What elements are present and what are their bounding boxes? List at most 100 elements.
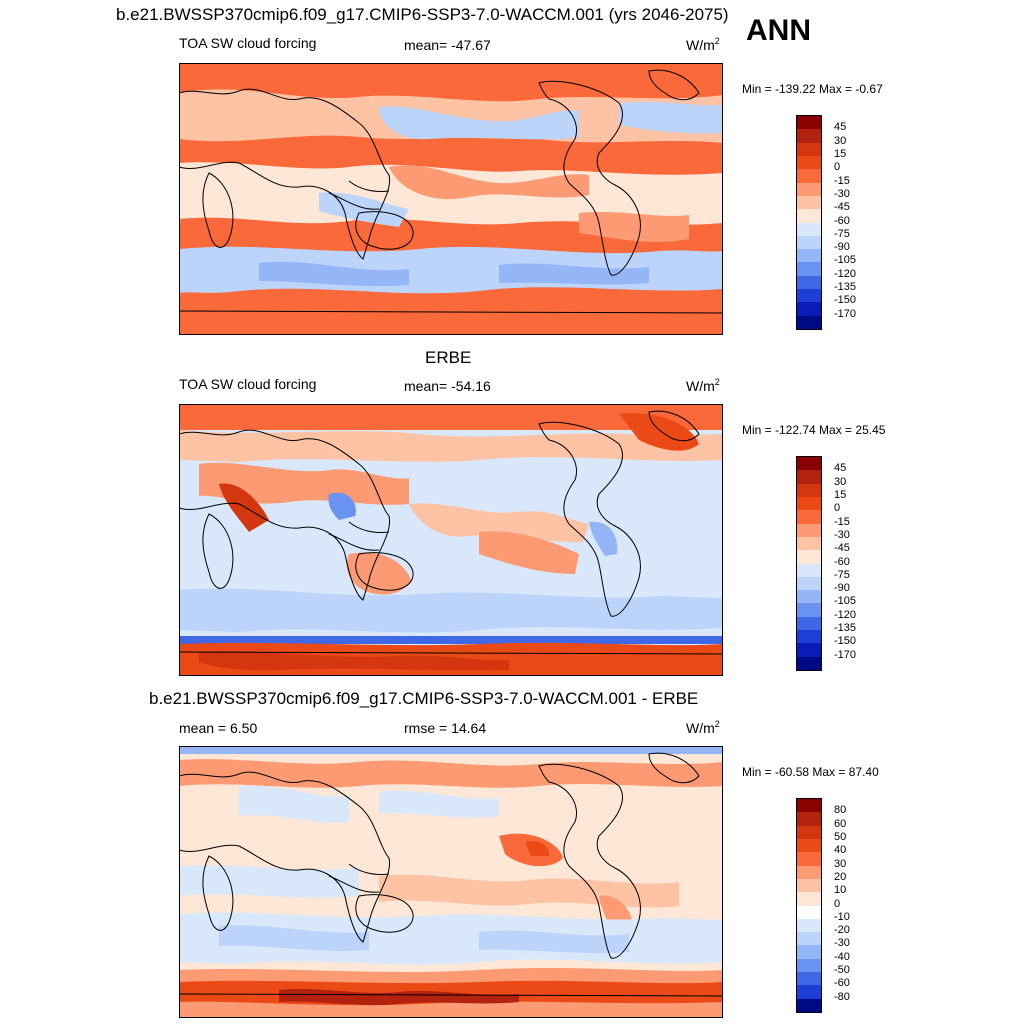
panel3-colorbar-tick-label: 10	[834, 884, 847, 897]
panel3-colorbar-tick-label: -60	[834, 977, 850, 990]
panel2-colorbar-tick-label: -30	[834, 528, 850, 541]
panel3-colorbar-tick-label: -10	[834, 910, 850, 923]
panel2-colorbar-swatch	[797, 576, 821, 591]
panel1-colorbar-swatch	[797, 222, 821, 236]
panel3-colorbar-tick-label: -20	[834, 924, 850, 937]
panel2-colorbar-swatch	[797, 483, 821, 497]
panel2-colorbar-tick-label: 45	[834, 462, 847, 475]
panel2-colorbar-swatch	[797, 643, 821, 657]
panel3-colorbar-tick-label: 60	[834, 817, 847, 830]
panel3-colorbar-tick-label: 30	[834, 857, 847, 870]
panel3-colorbar-swatch	[797, 825, 821, 839]
panel2-colorbar-tick-label: -15	[834, 515, 850, 528]
panel3-colorbar-swatch	[797, 905, 821, 919]
panel1-frame	[179, 63, 723, 335]
panel1-colorbar-tick-label: 15	[834, 147, 847, 160]
panel3-colorbar-swatch	[797, 865, 821, 879]
panel3-rmse-label: rmse = 14.64	[404, 720, 487, 736]
panel2-frame	[179, 404, 723, 676]
panel2-colorbar-swatch	[797, 563, 821, 577]
panel3-colorbar-swatches	[796, 798, 822, 1013]
panel1-colorbar-tick-label: -135	[834, 281, 857, 294]
panel3-title: b.e21.BWSSP370cmip6.f09_g17.CMIP6-SSP3-7…	[149, 689, 699, 708]
panel1-coastlines	[179, 69, 723, 314]
panel1-colorbar-tick-label: 0	[834, 161, 841, 174]
panel2-colorbar-swatch	[797, 470, 821, 484]
panel1-mean-label: mean= -47.67	[404, 37, 491, 53]
panel3-colorbar-tick-label: -50	[834, 964, 850, 977]
panel1-colorbar-swatch	[797, 182, 821, 196]
panel1-colorbar-swatch	[797, 275, 821, 290]
panel3-colorbar-swatch	[797, 985, 821, 999]
panel2-colorbar-tick-label: -135	[834, 622, 857, 635]
panel1-colorbar-swatch	[797, 249, 821, 263]
panel1-colorbar-swatch	[797, 129, 821, 143]
panel3-colorbar-swatch	[797, 838, 821, 853]
panel1-colorbar-swatch	[797, 195, 821, 210]
panel1-colorbar-swatch	[797, 116, 821, 130]
panel2-coastlines	[179, 410, 723, 655]
panel2-colorbar-swatch	[797, 590, 821, 604]
season-label: ANN	[746, 14, 811, 47]
panel3-units: W/m2	[686, 719, 720, 736]
panel1-map	[179, 63, 723, 335]
panel1-colorbar-swatch	[797, 169, 821, 183]
panel2-colorbar-tick-label: -120	[834, 608, 857, 621]
panel3-colorbar-swatch	[797, 852, 821, 866]
panel2-colorbar-swatch	[797, 656, 821, 670]
panel1-colorbar-swatch	[797, 315, 821, 329]
panel2-colorbar-tick-label: -45	[834, 542, 850, 555]
panel3-colorbar-swatch	[797, 932, 821, 946]
panel2-colorbar-tick-label: 15	[834, 488, 847, 501]
panel2-colorbar-swatch	[797, 523, 821, 537]
panel1-colorbar-tick-label: -75	[834, 227, 850, 240]
panel2-colorbar-swatch	[797, 616, 821, 631]
panel2-variable-label: TOA SW cloud forcing	[179, 376, 317, 392]
panel1-colorbar-swatch	[797, 209, 821, 223]
panel2-colorbar-swatch	[797, 630, 821, 644]
panel1-colorbar-tick-label: -90	[834, 241, 850, 254]
panel2-colorbar-tick-label: -150	[834, 635, 857, 648]
panel3-colorbar-tick-label: -80	[834, 990, 850, 1003]
panel2-colorbar-tick-label: -170	[834, 648, 857, 661]
panel3-colorbar-tick-label: 50	[834, 830, 847, 843]
panel1-colorbar-swatch	[797, 235, 821, 250]
panel1-variable-label: TOA SW cloud forcing	[179, 35, 317, 51]
panel2-colorbar-swatches	[796, 456, 822, 671]
panel3-colorbar-swatch	[797, 972, 821, 986]
panel2-colorbar-swatch	[797, 536, 821, 551]
panel1-colorbar-swatches	[796, 115, 822, 330]
panel1-colorbar-swatch	[797, 155, 821, 170]
panel2-title: ERBE	[425, 348, 472, 367]
panel2-colorbar-swatch	[797, 550, 821, 564]
panel1-colorbar-swatch	[797, 262, 821, 276]
panel3-mean-label: mean = 6.50	[179, 720, 258, 736]
panel2-colorbar-swatch	[797, 510, 821, 524]
panel3-colorbar-swatch	[797, 958, 821, 973]
panel2-colorbar-swatch	[797, 457, 821, 471]
panel1-colorbar-tick-label: -105	[834, 254, 857, 267]
main-title: b.e21.BWSSP370cmip6.f09_g17.CMIP6-SSP3-7…	[116, 5, 729, 24]
panel3-colorbar-swatch	[797, 799, 821, 813]
panel1-colorbar-tick-label: -60	[834, 214, 850, 227]
panel2-field	[179, 404, 723, 676]
panel3-colorbar-tick-label: 40	[834, 844, 847, 857]
panel3-colorbar-tick-label: -30	[834, 937, 850, 950]
panel3-colorbar-swatch	[797, 892, 821, 906]
panel1-colorbar-swatch	[797, 142, 821, 156]
panel2-colorbar-tick-label: -75	[834, 568, 850, 581]
panel3-minmax: Min = -60.58 Max = 87.40	[742, 765, 879, 779]
panel3-colorbar-swatch	[797, 878, 821, 893]
panel3-colorbar-swatch	[797, 945, 821, 959]
panel3-colorbar-swatch	[797, 918, 821, 933]
panel3-field	[179, 746, 723, 1018]
panel2-colorbar-swatch	[797, 496, 821, 511]
panel1-colorbar-tick-label: -150	[834, 294, 857, 307]
panel2-colorbar-tick-label: -105	[834, 595, 857, 608]
panel1-colorbar-tick-label: 45	[834, 121, 847, 134]
panel2-colorbar-tick-label: -60	[834, 555, 850, 568]
panel1-colorbar-tick-label: -170	[834, 307, 857, 320]
panel1-colorbar-tick-label: -15	[834, 174, 850, 187]
panel3-colorbar-tick-label: 20	[834, 870, 847, 883]
panel3-colorbar-swatch	[797, 998, 821, 1012]
